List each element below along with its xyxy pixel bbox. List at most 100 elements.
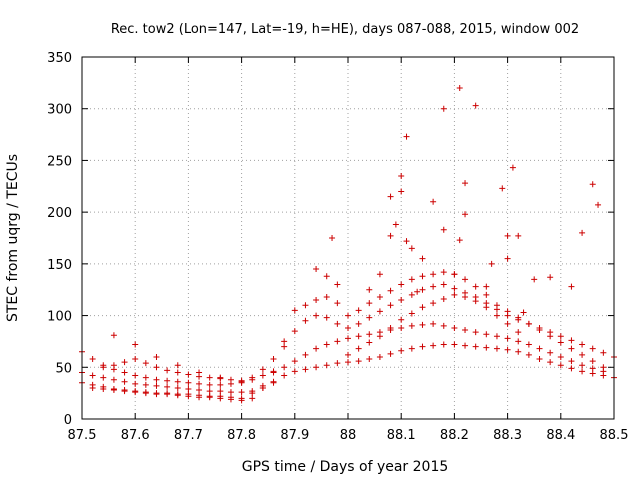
data-point: [110, 362, 117, 369]
data-point: [440, 341, 447, 348]
data-point: [504, 320, 511, 327]
data-point: [419, 304, 426, 311]
data-point: [366, 314, 373, 321]
data-point: [132, 356, 139, 363]
y-tick-labels: 0 50 100 150 200 250 300 350: [47, 51, 72, 428]
data-point: [536, 327, 543, 334]
data-point: [547, 359, 554, 366]
y-tick-label: 150: [47, 258, 72, 273]
data-point: [153, 391, 160, 398]
data-point: [121, 369, 128, 376]
y-tick-label: 250: [47, 154, 72, 169]
data-point: [430, 342, 437, 349]
data-point: [153, 353, 160, 360]
data-point: [217, 388, 224, 395]
data-point: [313, 364, 320, 371]
data-point: [217, 395, 224, 402]
data-point: [164, 391, 171, 398]
data-point: [110, 332, 117, 339]
data-point: [547, 333, 554, 340]
data-point: [142, 374, 149, 381]
data-point: [520, 309, 527, 316]
data-point: [504, 346, 511, 353]
data-point: [196, 394, 203, 401]
data-point: [462, 180, 469, 187]
data-point: [568, 337, 575, 344]
data-point: [440, 105, 447, 112]
data-point: [504, 335, 511, 342]
data-point: [206, 388, 213, 395]
data-point: [472, 343, 479, 350]
series-sat-l: [329, 85, 602, 290]
data-point: [451, 341, 458, 348]
data-point: [355, 307, 362, 314]
x-tick-label: 88.1: [387, 428, 416, 443]
x-tick-labels: 87.5 87.6 87.7 87.8 87.9 88 88.1 88.2 88.3 88.4 88…: [68, 428, 629, 443]
data-point: [392, 221, 399, 228]
data-point: [100, 386, 107, 393]
data-point: [408, 322, 415, 329]
data-point: [121, 378, 128, 385]
data-point: [142, 360, 149, 367]
data-point: [366, 331, 373, 338]
data-point: [557, 362, 564, 369]
data-point: [291, 368, 298, 375]
data-point: [408, 310, 415, 317]
data-point: [493, 345, 500, 352]
data-point: [568, 358, 575, 365]
data-point: [568, 345, 575, 352]
data-point: [456, 85, 463, 92]
data-point: [451, 285, 458, 292]
data-point: [164, 383, 171, 390]
x-tick-label: 87.5: [68, 428, 97, 443]
x-axis-label: GPS time / Days of year 2015: [242, 459, 449, 475]
data-point: [238, 379, 245, 386]
data-point: [185, 379, 192, 386]
data-point: [270, 356, 277, 363]
data-point: [493, 333, 500, 340]
data-point: [334, 338, 341, 345]
data-point: [403, 238, 410, 245]
data-point: [408, 276, 415, 283]
data-point: [132, 380, 139, 387]
data-point: [440, 226, 447, 233]
data-point: [483, 291, 490, 298]
data-point: [387, 232, 394, 239]
x-tick-label: 88.2: [440, 428, 469, 443]
data-point: [323, 293, 330, 300]
y-tick-label: 200: [47, 206, 72, 221]
data-point: [430, 198, 437, 205]
data-point: [153, 364, 160, 371]
data-point: [493, 312, 500, 319]
data-point: [440, 281, 447, 288]
data-point: [525, 341, 532, 348]
y-axis-label: STEC from uqrg / TECUs: [5, 154, 21, 322]
data-point: [419, 273, 426, 280]
data-point: [456, 237, 463, 244]
data-point: [376, 333, 383, 340]
data-point: [329, 235, 336, 241]
data-point: [483, 304, 490, 311]
data-point: [398, 347, 405, 354]
data-point: [579, 362, 586, 369]
data-point: [403, 133, 410, 140]
data-point: [89, 372, 96, 379]
x-tick-label: 87.6: [121, 428, 150, 443]
data-point: [121, 359, 128, 366]
data-point: [557, 353, 564, 360]
data-point: [281, 338, 288, 345]
data-point: [408, 345, 415, 352]
series-sat-f: [110, 332, 266, 389]
chart-title: Rec. tow2 (Lon=147, Lat=-19, h=HE), days…: [111, 22, 579, 37]
data-point: [366, 300, 373, 307]
data-point: [589, 358, 596, 365]
data-point: [579, 368, 586, 375]
data-point: [462, 211, 469, 218]
data-point: [100, 374, 107, 381]
data-point: [472, 283, 479, 290]
data-point: [110, 376, 117, 383]
data-point: [408, 291, 415, 298]
data-point: [493, 302, 500, 309]
data-point: [589, 181, 596, 188]
data-point: [557, 333, 564, 340]
